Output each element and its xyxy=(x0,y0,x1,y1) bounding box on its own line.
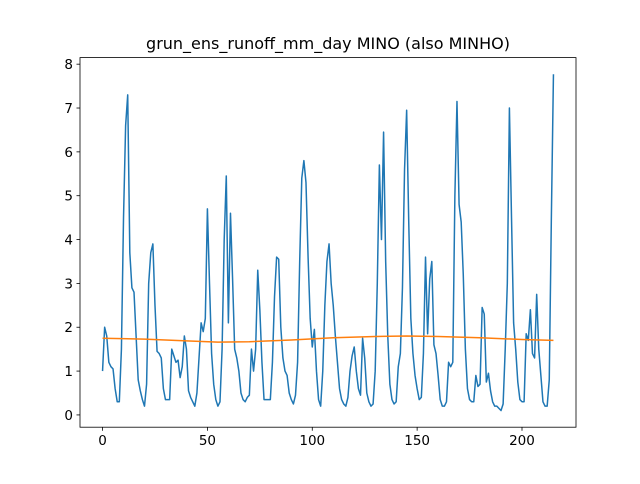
y-tick-label: 0 xyxy=(64,408,73,424)
x-tick-label: 0 xyxy=(98,433,107,449)
y-tick-label: 1 xyxy=(64,364,73,380)
y-tick-label: 4 xyxy=(64,233,73,249)
y-tick-label: 6 xyxy=(64,145,73,161)
y-tick-label: 5 xyxy=(64,189,73,205)
x-tick-label: 150 xyxy=(404,433,430,449)
data-line xyxy=(102,335,554,343)
data-line xyxy=(101,74,555,412)
y-tick-label: 3 xyxy=(64,276,73,292)
chart-title: grun_ens_runoff_mm_day MINO (also MINHO) xyxy=(146,34,510,54)
plot-frame xyxy=(79,57,577,428)
x-tick-label: 200 xyxy=(509,433,535,449)
x-tick-label: 50 xyxy=(199,433,216,449)
y-tick-label: 8 xyxy=(64,57,73,73)
x-tick-label: 100 xyxy=(299,433,325,449)
y-tick-label: 7 xyxy=(64,101,73,117)
y-tick-label: 2 xyxy=(64,320,73,336)
